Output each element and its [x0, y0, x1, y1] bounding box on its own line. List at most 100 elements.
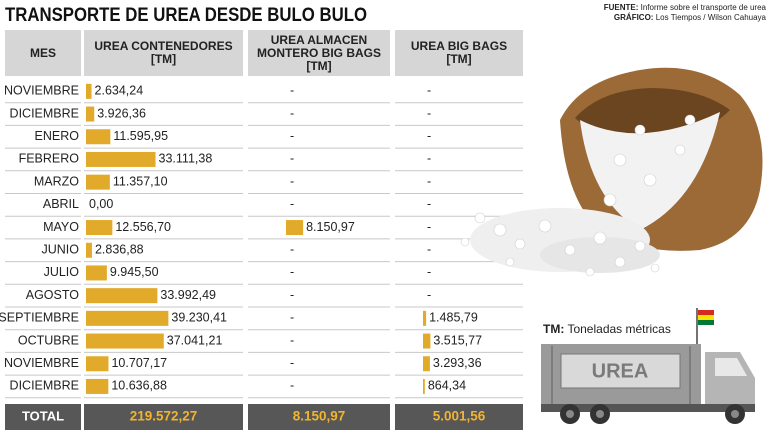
header-bg [248, 30, 390, 76]
total-bg [84, 404, 243, 430]
header-cell: MES [29, 45, 56, 60]
value-label: - [427, 129, 431, 143]
bar [423, 333, 431, 349]
title: TRANSPORTE DE UREA DESDE BULO BULO [5, 5, 367, 26]
value-label: - [290, 379, 294, 393]
value-label: - [290, 265, 294, 279]
value-label: 37.041,21 [167, 333, 223, 347]
month-label: DICIEMBRE [10, 106, 79, 120]
bar [86, 242, 92, 258]
bar [86, 220, 113, 236]
month-label: JULIO [44, 265, 80, 279]
value-label: 11.357,10 [113, 174, 168, 188]
source-note: FUENTE: Informe sobre el transporte de u… [604, 3, 767, 12]
source-text: Informe sobre el transporte de urea [641, 3, 767, 12]
value-label: 39.230,41 [171, 311, 227, 325]
value-label: 2.836,88 [95, 243, 144, 257]
bar [86, 288, 158, 304]
urea-sack [460, 67, 763, 277]
total-bg [248, 404, 390, 430]
value-label: - [290, 106, 294, 120]
value-label: 12.556,70 [115, 220, 171, 234]
total-bg [395, 404, 523, 430]
bar [423, 378, 425, 394]
month-label: DICIEMBRE [10, 379, 79, 393]
bar [86, 265, 107, 281]
value-label: - [290, 356, 294, 370]
total-value: 219.572,27 [130, 409, 198, 424]
month-label: NOVIEMBRE [4, 84, 79, 98]
month-label: ENERO [35, 129, 80, 143]
bar [86, 333, 164, 349]
value-label: - [290, 288, 294, 302]
value-label: 0,00 [89, 197, 113, 211]
month-label: FEBRERO [19, 152, 80, 166]
header-bg [395, 30, 523, 76]
bar [86, 310, 169, 326]
value-label: - [290, 174, 294, 188]
bar [423, 310, 427, 326]
value-label: 33.992,49 [160, 288, 216, 302]
value-label: - [427, 152, 431, 166]
value-label: - [427, 84, 431, 98]
value-label: - [427, 288, 431, 302]
value-label: 8.150,97 [306, 220, 355, 234]
value-label: 3.293,36 [433, 356, 482, 370]
value-label: - [290, 243, 294, 257]
value-label: - [290, 129, 294, 143]
month-label: MAYO [43, 220, 79, 234]
bar [423, 356, 430, 372]
value-label: - [427, 197, 431, 211]
bar [286, 220, 304, 236]
value-label: 864,34 [428, 379, 466, 393]
value-label: - [290, 152, 294, 166]
truck [541, 308, 755, 424]
source-label: GRÁFICO: [614, 13, 654, 22]
truck-label: UREA [592, 360, 649, 382]
value-label: - [290, 311, 294, 325]
month-label: NOVIEMBRE [4, 356, 79, 370]
month-label: AGOSTO [26, 288, 80, 302]
header-cell: UREA ALMACEN MONTERO BIG BAGS [TM] [256, 32, 381, 73]
value-label: - [427, 220, 431, 234]
value-label: 3.515,77 [433, 333, 482, 347]
legend-note: TM: Toneladas métricas [543, 322, 671, 336]
source-text: Los Tiempos / Wilson Cahuaya [656, 13, 767, 22]
bar [86, 83, 92, 99]
month-label: OCTUBRE [18, 333, 79, 347]
source-note: GRÁFICO: Los Tiempos / Wilson Cahuaya [614, 13, 767, 22]
source-label: FUENTE: [604, 3, 639, 12]
bar [86, 356, 109, 372]
value-label: - [290, 333, 294, 347]
header-cell: UREA BIG BAGS [TM] [410, 39, 508, 66]
total-label: TOTAL [22, 408, 64, 423]
total-value: 8.150,97 [293, 409, 346, 424]
value-label: 3.926,36 [97, 106, 146, 120]
header-bg [84, 30, 243, 76]
value-label: - [427, 174, 431, 188]
month-label: ABRIL [43, 197, 79, 211]
bar [86, 174, 110, 190]
value-label: - [427, 243, 431, 257]
total-bg [5, 404, 81, 430]
month-label: JUNIO [42, 243, 80, 257]
value-label: 9.945,50 [110, 265, 159, 279]
legend-text: Toneladas métricas [567, 322, 670, 336]
legend-abbr: TM: [543, 322, 564, 336]
value-label: - [290, 84, 294, 98]
bar [86, 378, 109, 394]
value-label: 1.485,79 [429, 311, 478, 325]
table-background [5, 30, 523, 430]
value-label: - [427, 265, 431, 279]
value-label: 2.634,24 [95, 84, 144, 98]
bar [86, 151, 156, 167]
value-label: 33.111,38 [159, 152, 213, 166]
bar [86, 129, 111, 145]
month-label: MARZO [34, 174, 79, 188]
header-cell: UREA CONTENEDORES [TM] [94, 39, 233, 66]
header-bg [5, 30, 81, 76]
value-label: 10.707,17 [111, 356, 167, 370]
value-label: - [427, 106, 431, 120]
